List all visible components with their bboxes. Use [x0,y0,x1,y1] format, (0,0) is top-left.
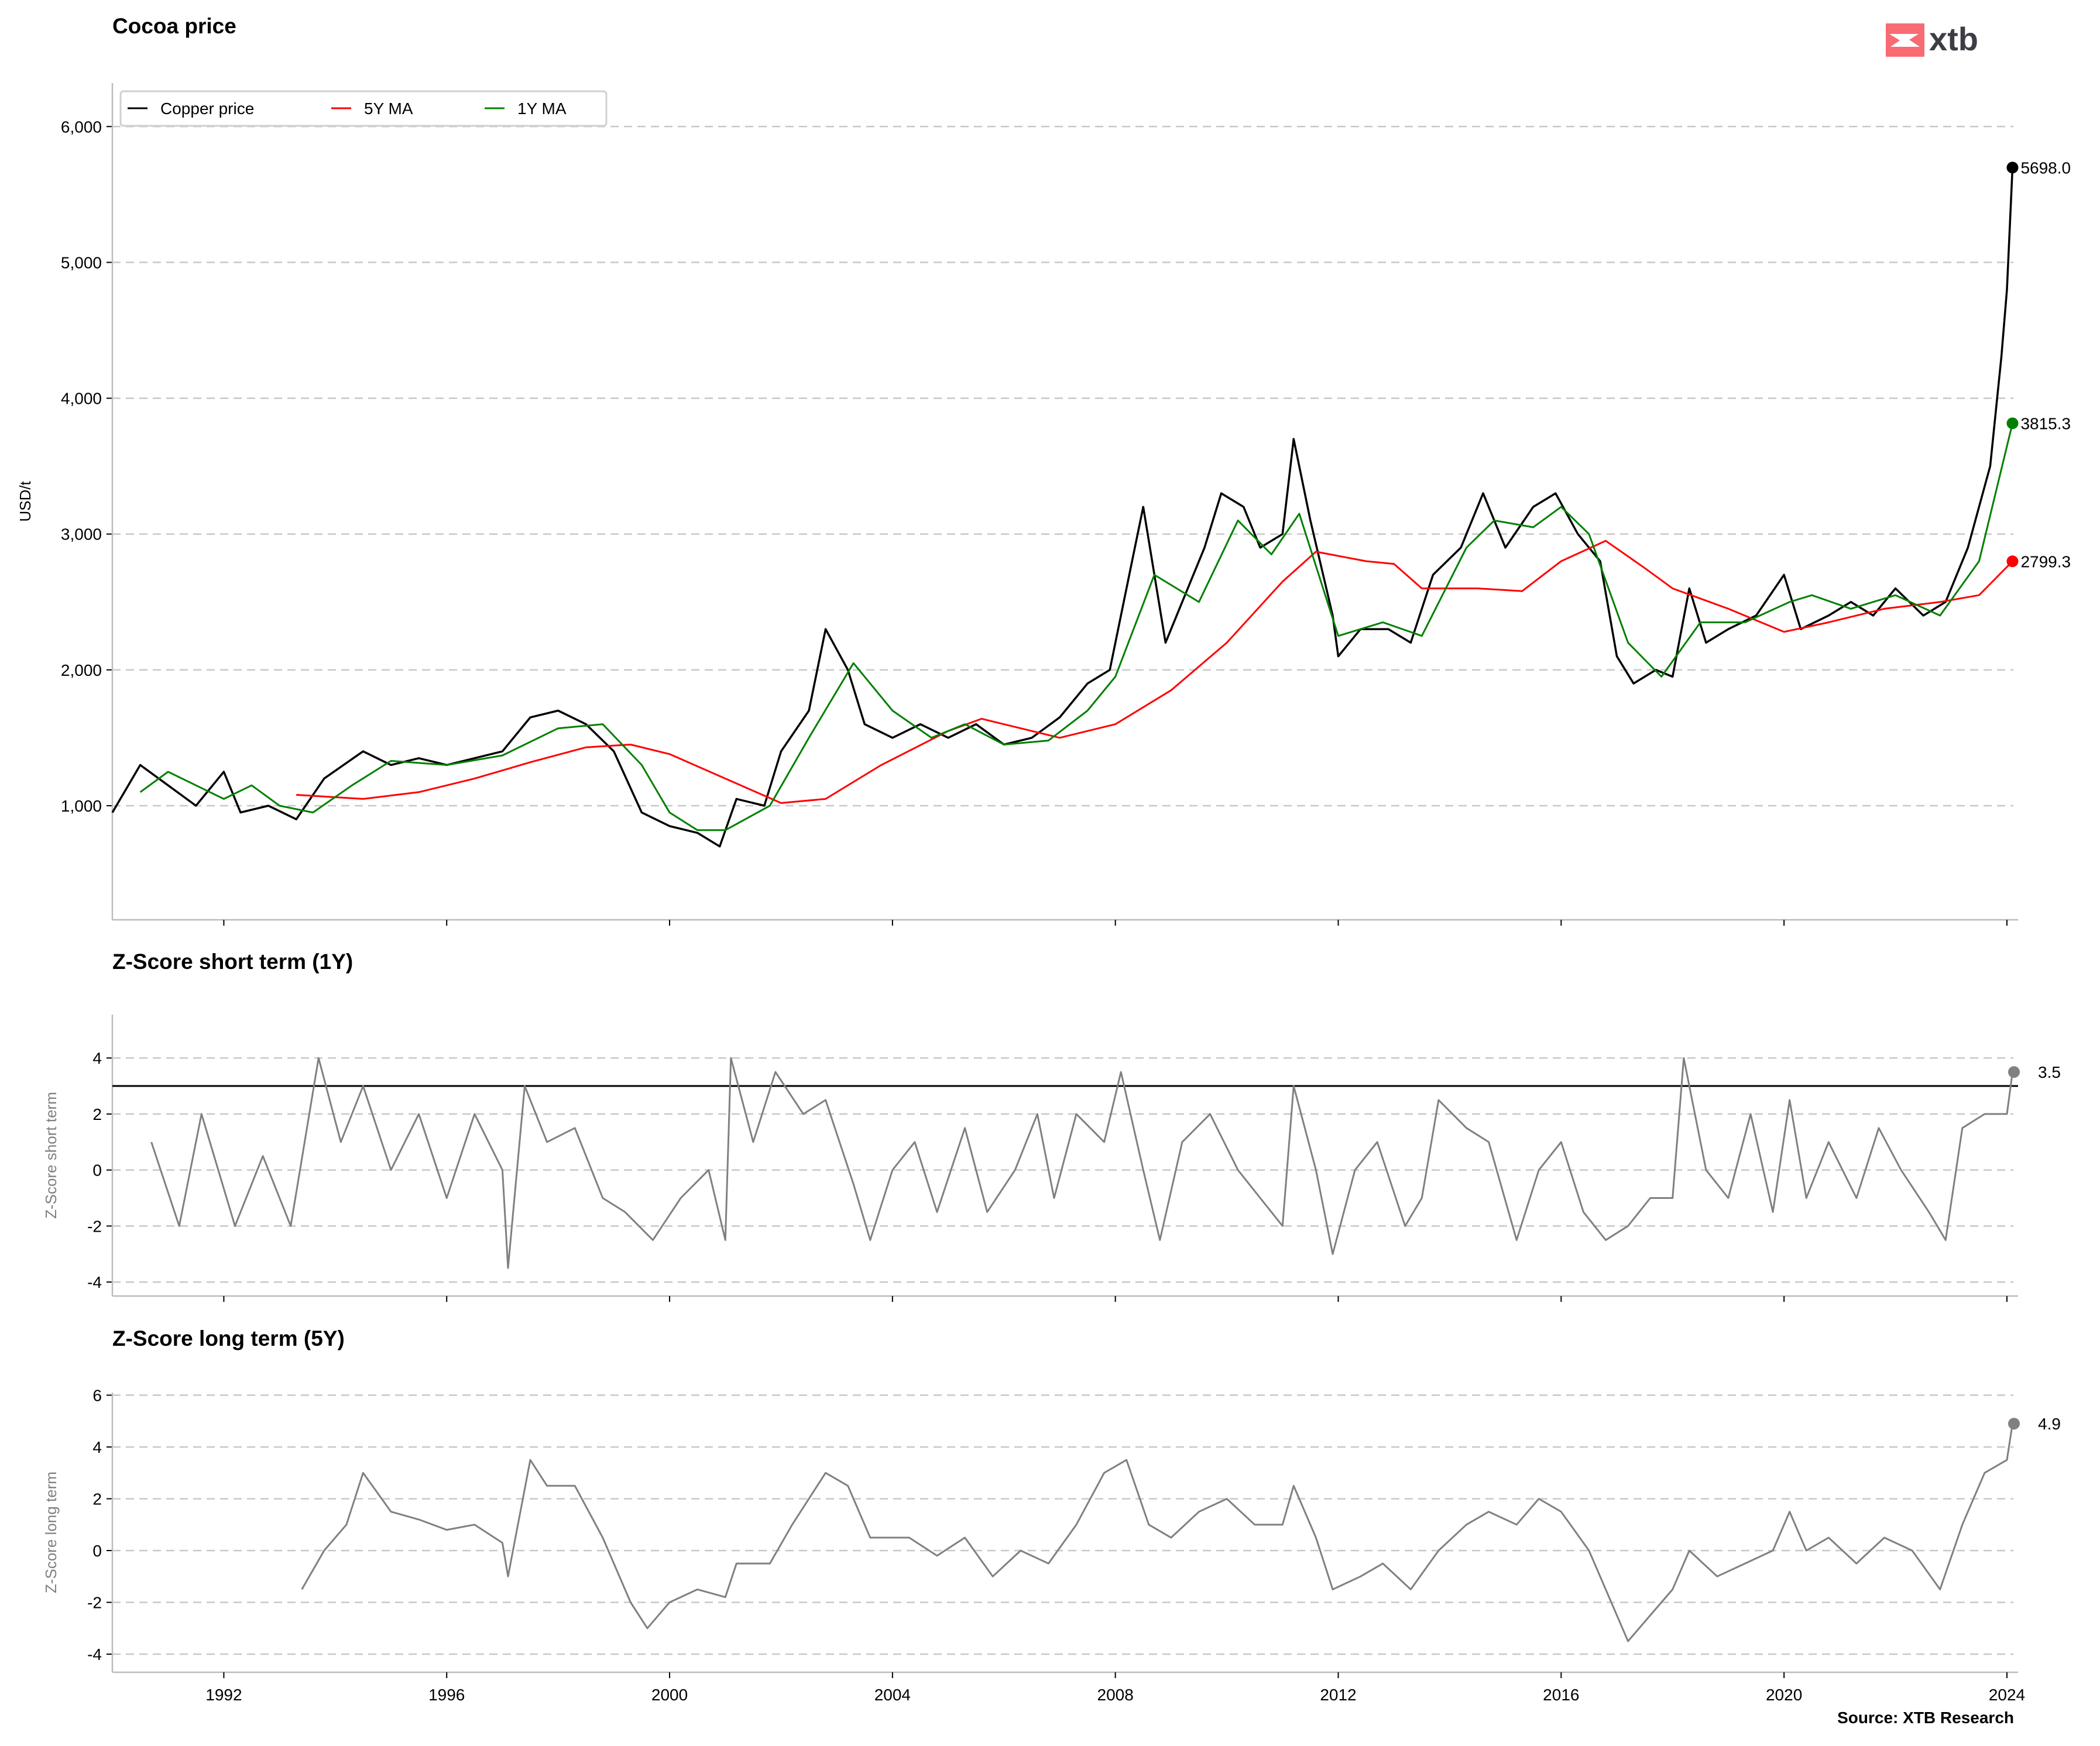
panel-3-y-tick-label: -4 [87,1645,102,1663]
legend-box [119,90,608,127]
panel-2-y-tick-label: 0 [92,1161,102,1180]
xtb-logo-text: xtb [1929,20,1978,57]
x-tick-label: 2000 [651,1686,688,1704]
panel-1-last-value-copper-price: 5698.0 [2020,159,2071,177]
panel-1-series-copper-price [111,167,2014,848]
zscore-long-title: Z-Score long term (5Y) [112,1326,345,1350]
x-tick-label: 2016 [1543,1686,1579,1704]
panel-3-series-zscore [301,1423,2013,1642]
panel-3-y-tick-label: 6 [92,1386,102,1404]
panel-2-y-tick-label: -2 [87,1217,102,1235]
legend-label-5y-ma: 5Y MA [364,99,413,118]
panel-3-y-tick-label: 2 [92,1490,102,1508]
panel-1-y-tick-label: 4,000 [61,390,102,408]
panel-3-y-tick-label: 0 [92,1542,102,1560]
panel-1-series-5y-ma [296,539,2013,804]
panel-3-y-tick-label: 4 [92,1438,102,1456]
panel-1-last-point-copper-price [2006,161,2019,174]
panel-1-last-value-5y-ma: 2799.3 [2020,552,2071,570]
x-tick-label: 2020 [1766,1686,1802,1704]
panel-2-series-zscore [150,1057,2013,1269]
panel-1-last-point-5y-ma [2006,555,2019,568]
panel-3-last-point-zscore [2008,1418,2020,1430]
price-legend: Copper price 5Y MA 1Y MA [119,90,608,127]
panel-1-series-1y-ma [139,423,2013,831]
zscore-short-title: Z-Score short term (1Y) [112,950,353,974]
source-note: Source: XTB Research [1837,1709,2014,1727]
legend-label-price: Copper price [160,99,254,118]
panel-3-y-tick-label: -2 [87,1594,102,1612]
panel-3-y-axis-label: Z-Score long term [42,1472,60,1593]
x-tick-label: 1996 [428,1686,465,1704]
x-tick-label: 2004 [874,1686,911,1704]
panel-3-last-value-zscore: 4.9 [2038,1415,2061,1433]
panel-1-y-tick-label: 3,000 [61,525,102,544]
panel-2-y-tick-label: -4 [87,1273,102,1291]
panel-1-y-tick-label: 6,000 [61,118,102,136]
panel-1-y-tick-label: 1,000 [61,797,102,815]
x-tick-label: 1992 [205,1686,242,1704]
price-panel-title: Cocoa price [112,14,236,38]
xtb-logo: xtb [1886,20,1978,57]
panel-1-last-value-1y-ma: 3815.3 [2020,414,2071,432]
x-tick-label: 2008 [1097,1686,1134,1704]
panel-2-y-tick-label: 2 [92,1105,102,1123]
panel-1-y-tick-label: 5,000 [61,253,102,271]
panel-1-y-axis-label: USD/t [16,481,34,522]
panel-2-last-value-zscore: 3.5 [2038,1063,2061,1081]
panel-1-last-point-1y-ma [2006,417,2019,429]
panel-2-last-point-zscore [2008,1066,2020,1078]
panel-2-y-tick-label: 4 [92,1049,102,1067]
panel-2-y-axis-label: Z-Score short term [42,1092,60,1219]
x-tick-label: 2024 [1989,1686,2025,1704]
legend-label-1y-ma: 1Y MA [517,99,567,118]
xtb-logo-x-icon [1889,34,1920,47]
panel-1-y-tick-label: 2,000 [61,661,102,679]
x-tick-label: 2012 [1320,1686,1356,1704]
